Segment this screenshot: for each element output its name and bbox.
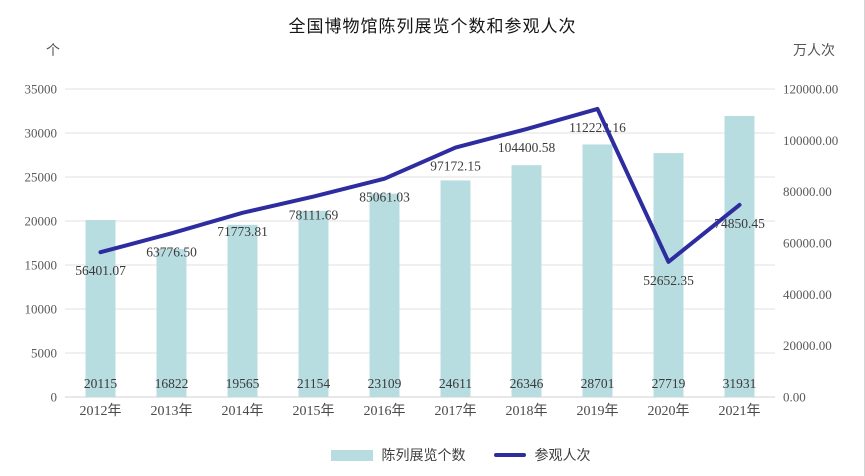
right-axis-unit-label: 万人次 (793, 44, 835, 59)
x-axis-category-label: 2013年 (151, 403, 193, 419)
x-axis-category-label: 2012年 (80, 403, 122, 419)
left-axis-tick-label: 5000 (31, 346, 57, 361)
right-axis-tick-label: 0.00 (783, 390, 806, 405)
left-axis-tick-label: 35000 (25, 82, 58, 97)
line-value-label: 56401.07 (75, 263, 126, 278)
bar-series-swatch (330, 449, 373, 461)
bar-2020年 (653, 153, 684, 397)
bar-value-label: 24611 (439, 376, 472, 391)
visitors-line-series (98, 106, 742, 264)
line-value-label: 97172.15 (430, 159, 481, 174)
bar-value-label: 26346 (510, 376, 544, 391)
bar-2015年 (298, 210, 329, 397)
chart-title: 全国博物馆陈列展览个数和参观人次 (288, 17, 577, 36)
left-axis-tick-label: 15000 (25, 258, 58, 273)
x-axis-category-label: 2014年 (222, 403, 264, 419)
bar-value-label: 27719 (652, 376, 686, 391)
x-axis-category-label: 2021年 (719, 403, 761, 419)
bar-value-label: 19565 (226, 376, 260, 391)
x-axis-category-label: 2017年 (435, 403, 477, 419)
bar-value-label: 16822 (155, 376, 189, 391)
line-value-label: 104400.58 (498, 140, 556, 155)
legend-line-label: 参观人次 (534, 449, 591, 464)
x-axis-category-label: 2018年 (506, 403, 548, 419)
right-axis-tick-label: 20000.00 (783, 338, 832, 353)
legend-item-line: 参观人次 (493, 445, 591, 465)
right-axis-tick-label: 60000.00 (783, 236, 832, 251)
bar-2018年 (511, 165, 542, 397)
x-axis-category-label: 2016年 (364, 403, 406, 419)
legend-item-bars: 陈列展览个数 (330, 445, 466, 465)
bar-2021年 (724, 116, 755, 397)
left-axis-tick-label: 30000 (25, 126, 58, 141)
left-axis-unit-label: 个 (46, 44, 60, 59)
bar-2012年 (85, 219, 116, 397)
left-axis-tick-label: 0 (51, 390, 58, 405)
bar-2014年 (227, 224, 258, 397)
line-value-label: 52652.35 (643, 273, 694, 288)
bar-2017年 (440, 180, 471, 397)
legend-bar-label: 陈列展览个数 (381, 449, 466, 464)
line-value-label: 78111.69 (289, 208, 339, 223)
line-value-label: 63776.50 (146, 244, 197, 259)
bar-2013年 (156, 248, 187, 397)
x-axis-category-label: 2019年 (577, 403, 619, 419)
left-axis-tick-label: 25000 (25, 170, 58, 185)
bar-value-label: 21154 (297, 376, 330, 391)
line-value-label: 85061.03 (359, 190, 410, 205)
bar-2019年 (582, 144, 613, 397)
x-axis-category-label: 2015年 (293, 403, 335, 419)
right-axis-tick-label: 120000.00 (783, 82, 838, 97)
left-axis-tick-label: 20000 (25, 214, 58, 229)
right-axis-tick-label: 100000.00 (783, 133, 838, 148)
bar-value-label: 20115 (84, 376, 117, 391)
legend: 陈列展览个数 参观人次 (0, 445, 864, 465)
line-value-label: 112223.16 (569, 120, 626, 135)
line-value-label: 71773.81 (217, 224, 268, 239)
line-series-swatch (493, 453, 526, 457)
left-axis-tick-label: 10000 (25, 302, 58, 317)
x-axis-category-label: 2020年 (648, 403, 690, 419)
bar-value-label: 28701 (581, 376, 615, 391)
right-axis-tick-label: 40000.00 (783, 287, 832, 302)
bar-value-label: 23109 (368, 376, 402, 391)
bar-value-label: 31931 (723, 376, 757, 391)
right-axis-tick-label: 80000.00 (783, 184, 832, 199)
bar-2016年 (369, 193, 400, 397)
line-value-label: 74850.45 (714, 216, 765, 231)
